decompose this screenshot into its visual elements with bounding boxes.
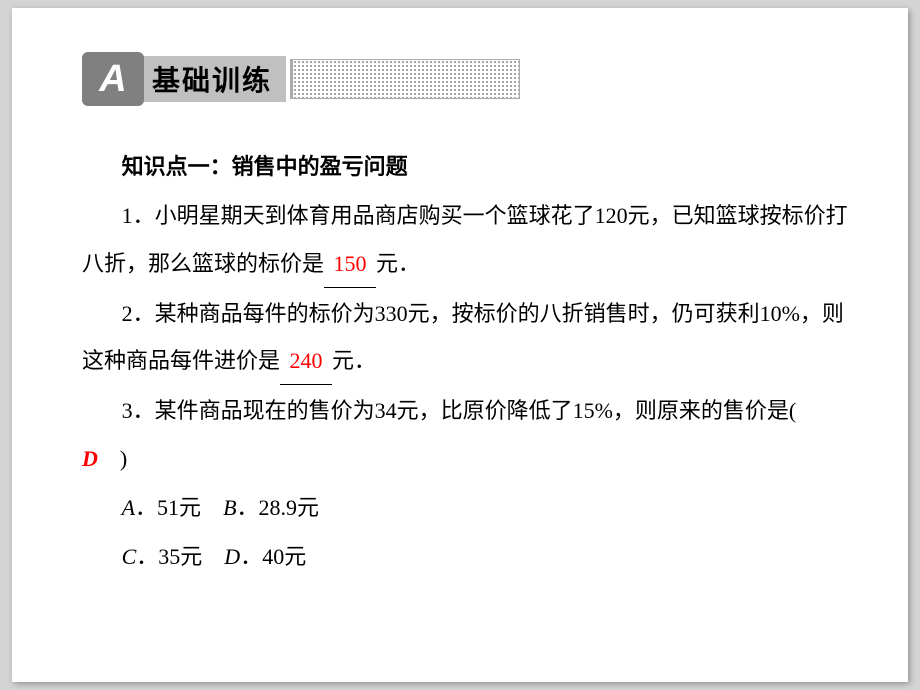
option-d-text: ．40元 [240,544,306,569]
q2-text-part2: 元． [332,348,376,373]
option-b-letter: B [223,495,236,520]
decorative-dots [290,59,520,99]
option-a-letter: A [122,495,135,520]
q1-text-part2: 元． [376,251,420,276]
option-b-text: ．28.9元 [237,495,320,520]
q3-stem: 3．某件商品现在的售价为34元，比原价降低了15%，则原来的售价是( [122,398,819,423]
question-2: 2．某种商品每件的标价为330元，按标价的八折销售时，仍可获利10%，则这种商品… [82,290,862,386]
option-d-letter: D [224,544,240,569]
question-1: 1．小明星期天到体育用品商店购买一个篮球花了120元，已知篮球按标价打八折，那么… [82,192,862,288]
badge: A [82,52,144,106]
title-box: 基础训练 [142,56,286,102]
question-3-options-row2: C．35元 D．40元 [82,533,862,580]
content-area: 知识点一：销售中的盈亏问题 1．小明星期天到体育用品商店购买一个篮球花了120元… [82,143,862,583]
option-c-letter: C [122,544,137,569]
section-title: 基础训练 [152,59,272,99]
q3-answer: D [82,446,98,471]
badge-letter: A [99,58,126,101]
q2-answer: 240 [280,337,332,385]
page-container: A 基础训练 知识点一：销售中的盈亏问题 1．小明星期天到体育用品商店购买一个篮… [12,8,908,682]
question-3-stem: 3．某件商品现在的售价为34元，比原价降低了15%，则原来的售价是( D ) [82,387,862,482]
q3-stem-end: ) [98,446,127,471]
question-3-options-row1: A．51元 B．28.9元 [82,484,862,531]
knowledge-point-title: 知识点一：销售中的盈亏问题 [82,143,862,190]
option-c-text: ．35元 [136,544,224,569]
q1-answer: 150 [324,240,376,288]
q2-text-part1: 2．某种商品每件的标价为330元，按标价的八折销售时，仍可获利10%，则这种商品… [82,301,844,373]
option-a-text: ．51元 [135,495,223,520]
q1-text-part1: 1．小明星期天到体育用品商店购买一个篮球花了120元，已知篮球按标价打八折，那么… [82,203,848,275]
section-header: A 基础训练 [82,50,552,108]
